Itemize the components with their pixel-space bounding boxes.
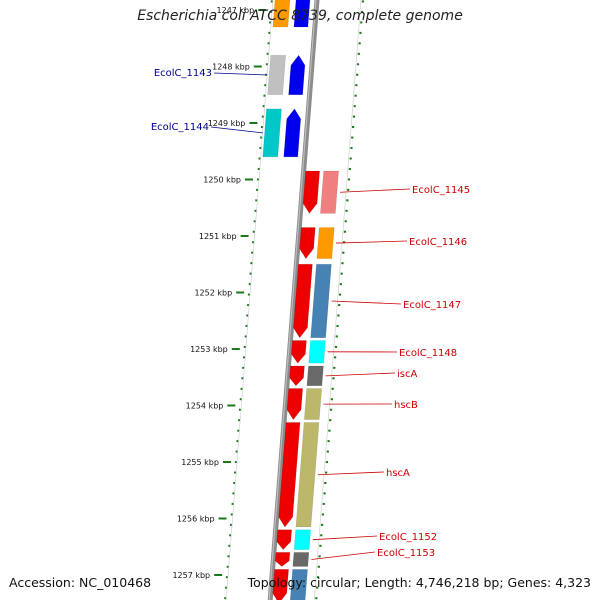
gene-leader-line (325, 372, 396, 377)
gene-arrow-hsca (278, 422, 301, 528)
gene-leader-line (317, 471, 385, 476)
right-track-border (313, 0, 362, 600)
scale-tick-label: 1247 kbp (217, 6, 255, 15)
gene-label-ecolc-1153: EcolC_1153 (377, 548, 435, 559)
gene-label-ecolc-1152: EcolC_1152 (379, 532, 437, 543)
gene-arrow-ecolc-1146 (299, 227, 316, 260)
genome-backbone-highlight (268, 0, 317, 600)
scale-tick-label: 1251 kbp (199, 232, 237, 241)
gene-block-ecolc-1153 (292, 552, 310, 567)
gene-arrow-ecolc-1144 (283, 108, 302, 158)
gene-label-ecolc-1148: EcolC_1148 (399, 348, 457, 359)
gene-label-ecolc-1145: EcolC_1145 (412, 185, 470, 196)
gene-label-isca: iscA (397, 369, 417, 380)
gene-block-ecolc-1148 (308, 340, 326, 364)
gene-block-unlabeled (272, 0, 291, 28)
map-title: Escherichia coli ATCC 8739, complete gen… (137, 8, 463, 24)
scale-tick-label: 1255 kbp (181, 458, 219, 467)
gene-block-isca (306, 365, 324, 387)
left-dotted-track (224, 0, 274, 600)
gene-leader-line (210, 126, 263, 134)
gene-label-hsca: hscA (386, 468, 410, 479)
gene-arrow-ecolc-1145 (302, 170, 320, 214)
gene-block-ecolc-1146 (316, 227, 335, 259)
gene-arrow-unlabeled (272, 569, 289, 600)
gene-arrow-ecolc-1152 (276, 529, 292, 551)
gene-arrow-unlabeled (293, 0, 311, 28)
gene-label-ecolc-1147: EcolC_1147 (403, 300, 461, 311)
scale-tick-label: 1253 kbp (190, 345, 228, 354)
gene-block-hscb (303, 388, 323, 420)
gene-block-ecolc-1145 (320, 170, 339, 214)
gene-leader-line (311, 551, 376, 560)
gene-arrow-ecolc-1148 (291, 340, 307, 364)
gene-label-ecolc-1144: EcolC_1144 (151, 122, 209, 133)
scale-tick-label: 1254 kbp (186, 402, 224, 411)
topology-text: Topology: circular; Length: 4,746,218 bp… (247, 575, 591, 590)
gene-block-ecolc-1144 (262, 108, 282, 158)
gene-label-ecolc-1146: EcolC_1146 (409, 237, 467, 248)
scale-tick-label: 1256 kbp (177, 515, 215, 524)
gene-arrow-ecolc-1143 (288, 54, 306, 96)
gene-block-unlabeled (289, 569, 308, 600)
genome-backbone (267, 0, 320, 600)
gene-block-ecolc-1147 (310, 263, 332, 339)
gene-block-ecolc-1152 (293, 529, 311, 550)
scale-tick-label: 1249 kbp (208, 119, 246, 128)
gene-leader-line (213, 72, 268, 76)
scale-tick-label: 1252 kbp (194, 289, 232, 298)
gene-arrow-hscb (286, 388, 304, 421)
gene-arrow-isca (289, 365, 305, 387)
gene-arrow-ecolc-1147 (293, 263, 313, 339)
scale-tick-label: 1250 kbp (203, 176, 241, 185)
gene-leader-line (331, 300, 402, 305)
gene-leader-line (336, 240, 408, 244)
gene-label-hscb: hscB (394, 400, 418, 411)
gene-block-hsca (295, 422, 320, 528)
scale-tick-label: 1248 kbp (212, 63, 250, 72)
gene-label-ecolc-1143: EcolC_1143 (154, 68, 212, 79)
gene-block-ecolc-1143 (267, 54, 287, 96)
left-track-border (225, 0, 274, 600)
gene-arrow-ecolc-1153 (274, 552, 291, 567)
scale-tick-label: 1257 kbp (172, 571, 210, 580)
gene-leader-line (312, 535, 378, 541)
accession-text: Accession: NC_010468 (9, 575, 152, 590)
gene-leader-line (339, 188, 411, 193)
